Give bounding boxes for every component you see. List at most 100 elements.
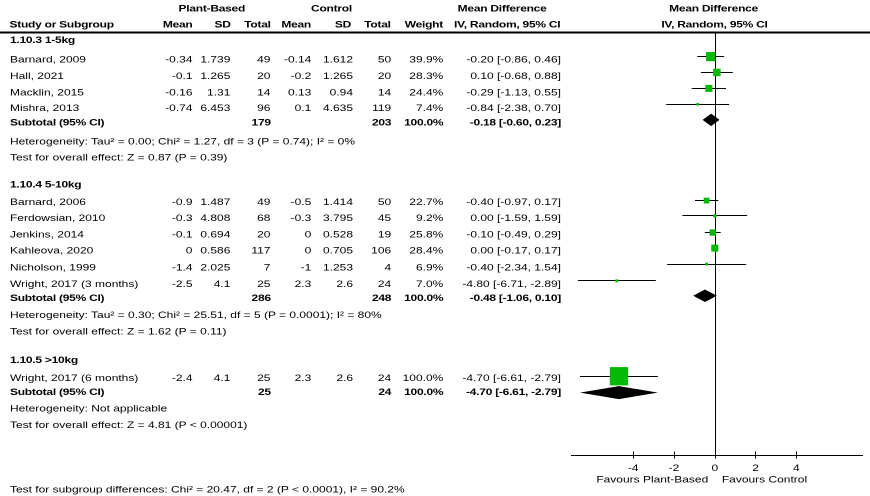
- svg-text:-0.20 [-0.86, 0.46]: -0.20 [-0.86, 0.46]: [466, 55, 561, 65]
- svg-text:1.10.5 >10kg: 1.10.5 >10kg: [10, 355, 78, 365]
- svg-text:1.31: 1.31: [207, 88, 230, 98]
- svg-text:1.739: 1.739: [200, 55, 230, 65]
- svg-text:0.1: 0.1: [295, 104, 312, 114]
- svg-text:-0.34: -0.34: [165, 55, 192, 65]
- svg-text:Favours Control: Favours Control: [722, 475, 807, 485]
- svg-text:0: 0: [186, 246, 193, 256]
- svg-text:20: 20: [257, 230, 270, 240]
- svg-text:7: 7: [264, 263, 271, 273]
- svg-text:0.94: 0.94: [330, 88, 353, 98]
- svg-text:SD: SD: [215, 20, 232, 30]
- svg-text:-1.4: -1.4: [172, 263, 193, 273]
- svg-text:117: 117: [251, 246, 270, 256]
- svg-text:Ferdowsian, 2010: Ferdowsian, 2010: [10, 213, 105, 223]
- svg-text:-0.40 [-0.97, 0.17]: -0.40 [-0.97, 0.17]: [466, 197, 561, 207]
- svg-text:Mean Difference: Mean Difference: [458, 4, 547, 14]
- svg-text:119: 119: [372, 104, 391, 114]
- svg-text:-0.18 [-0.60, 0.23]: -0.18 [-0.60, 0.23]: [470, 118, 561, 128]
- svg-text:Test for subgroup differences:: Test for subgroup differences: Chi² = 20…: [10, 485, 405, 495]
- svg-text:Control: Control: [311, 4, 352, 14]
- svg-text:-0.16: -0.16: [165, 88, 192, 98]
- svg-text:Heterogeneity: Not applicable: Heterogeneity: Not applicable: [10, 404, 167, 414]
- svg-text:-4.80 [-6.71, -2.89]: -4.80 [-6.71, -2.89]: [462, 279, 561, 289]
- svg-text:-0.10 [-0.49, 0.29]: -0.10 [-0.49, 0.29]: [466, 230, 561, 240]
- svg-text:-0.1: -0.1: [172, 71, 193, 81]
- svg-text:2.3: 2.3: [295, 279, 312, 289]
- svg-text:100.0%: 100.0%: [404, 118, 444, 128]
- svg-text:50: 50: [378, 197, 391, 207]
- svg-text:2.6: 2.6: [336, 279, 353, 289]
- svg-text:0.705: 0.705: [323, 246, 353, 256]
- svg-text:Total: Total: [244, 20, 271, 30]
- svg-text:100.0%: 100.0%: [404, 387, 444, 397]
- svg-text:Weight: Weight: [405, 20, 444, 30]
- svg-text:0.528: 0.528: [323, 230, 353, 240]
- svg-text:39.9%: 39.9%: [409, 55, 444, 65]
- svg-text:Total: Total: [364, 20, 391, 30]
- svg-text:248: 248: [372, 293, 392, 303]
- svg-text:25: 25: [258, 387, 271, 397]
- svg-text:Subtotal (95% CI): Subtotal (95% CI): [10, 387, 104, 397]
- svg-text:Wright, 2017 (6 months): Wright, 2017 (6 months): [10, 373, 138, 383]
- svg-text:0.10 [-0.68, 0.88]: 0.10 [-0.68, 0.88]: [470, 71, 561, 81]
- svg-text:14: 14: [378, 88, 391, 98]
- svg-text:0.00 [-0.17, 0.17]: 0.00 [-0.17, 0.17]: [470, 246, 561, 256]
- svg-text:-2: -2: [669, 463, 680, 473]
- svg-text:20: 20: [378, 71, 391, 81]
- svg-text:179: 179: [252, 118, 272, 128]
- svg-text:9.2%: 9.2%: [416, 213, 444, 223]
- svg-text:Jenkins, 2014: Jenkins, 2014: [10, 230, 84, 240]
- svg-text:-0.2: -0.2: [291, 71, 312, 81]
- svg-text:14: 14: [257, 88, 270, 98]
- svg-text:0: 0: [711, 463, 718, 473]
- svg-text:-2.5: -2.5: [172, 279, 193, 289]
- svg-text:2.3: 2.3: [295, 373, 312, 383]
- svg-text:-4: -4: [628, 463, 639, 473]
- svg-text:0.694: 0.694: [200, 230, 230, 240]
- svg-text:4: 4: [385, 263, 392, 273]
- svg-text:6.453: 6.453: [200, 104, 230, 114]
- svg-text:50: 50: [378, 55, 391, 65]
- svg-text:4.635: 4.635: [323, 104, 353, 114]
- svg-text:Test for overall effect: Z = 1: Test for overall effect: Z = 1.62 (P = 0…: [10, 327, 227, 337]
- svg-text:2.6: 2.6: [336, 373, 353, 383]
- svg-text:Kahleova, 2020: Kahleova, 2020: [10, 246, 93, 256]
- svg-text:203: 203: [372, 118, 392, 128]
- svg-text:20: 20: [257, 71, 270, 81]
- svg-text:96: 96: [257, 104, 270, 114]
- svg-text:22.7%: 22.7%: [409, 197, 444, 207]
- svg-text:1.612: 1.612: [323, 55, 353, 65]
- svg-text:49: 49: [257, 55, 270, 65]
- svg-text:Mean Difference: Mean Difference: [669, 4, 758, 14]
- svg-text:Test for overall effect: Z = 0: Test for overall effect: Z = 0.87 (P = 0…: [10, 153, 227, 163]
- svg-text:24: 24: [378, 279, 391, 289]
- svg-text:IV, Random, 95% CI: IV, Random, 95% CI: [661, 20, 768, 30]
- svg-text:49: 49: [257, 197, 270, 207]
- svg-text:Heterogeneity: Tau² = 0.00; Ch: Heterogeneity: Tau² = 0.00; Chi² = 1.27,…: [10, 137, 356, 147]
- svg-text:1.265: 1.265: [323, 71, 353, 81]
- svg-text:3.795: 3.795: [323, 213, 353, 223]
- svg-text:7.0%: 7.0%: [416, 279, 444, 289]
- svg-text:106: 106: [371, 246, 391, 256]
- svg-text:Heterogeneity: Tau² = 0.30; Ch: Heterogeneity: Tau² = 0.30; Chi² = 25.51…: [10, 311, 382, 321]
- svg-text:25: 25: [257, 279, 270, 289]
- svg-text:7.4%: 7.4%: [416, 104, 444, 114]
- svg-text:6.9%: 6.9%: [416, 263, 444, 273]
- svg-text:1.414: 1.414: [323, 197, 353, 207]
- svg-text:-2.4: -2.4: [172, 373, 193, 383]
- svg-text:45: 45: [378, 213, 391, 223]
- svg-text:-0.1: -0.1: [172, 230, 193, 240]
- svg-text:IV, Random, 95% CI: IV, Random, 95% CI: [454, 20, 561, 30]
- svg-text:4.1: 4.1: [214, 373, 231, 383]
- svg-text:-0.84 [-2.38, 0.70]: -0.84 [-2.38, 0.70]: [466, 104, 561, 114]
- svg-text:0.00 [-1.59, 1.59]: 0.00 [-1.59, 1.59]: [470, 213, 561, 223]
- svg-text:28.4%: 28.4%: [409, 246, 444, 256]
- svg-text:0: 0: [305, 246, 312, 256]
- svg-text:-4.70 [-6.61, -2.79]: -4.70 [-6.61, -2.79]: [462, 373, 561, 383]
- svg-text:Mishra, 2013: Mishra, 2013: [10, 104, 79, 114]
- svg-text:25: 25: [257, 373, 270, 383]
- svg-text:Favours Plant-Based: Favours Plant-Based: [596, 475, 708, 485]
- svg-text:24: 24: [378, 387, 391, 397]
- svg-text:19: 19: [378, 230, 391, 240]
- svg-text:-0.9: -0.9: [172, 197, 193, 207]
